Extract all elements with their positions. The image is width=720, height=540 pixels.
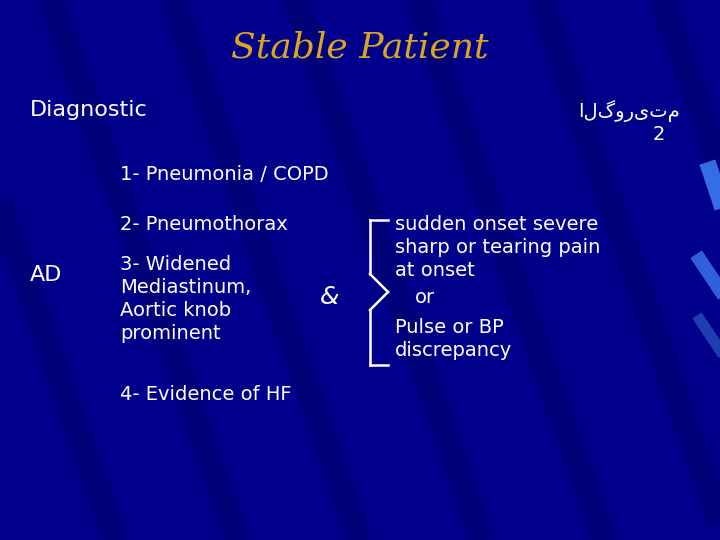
Text: 3- Widened: 3- Widened [120,255,231,274]
Text: sharp or tearing pain: sharp or tearing pain [395,238,600,257]
Text: Diagnostic: Diagnostic [30,100,148,120]
Text: Pulse or BP: Pulse or BP [395,318,504,337]
Text: &: & [320,285,340,309]
Text: 2: 2 [652,125,665,144]
Text: sudden onset severe: sudden onset severe [395,215,598,234]
Text: الگوریتم: الگوریتم [578,100,680,122]
Text: prominent: prominent [120,324,220,343]
Text: Aortic knob: Aortic knob [120,301,231,320]
Text: Stable Patient: Stable Patient [231,30,489,64]
Text: 1- Pneumonia / COPD: 1- Pneumonia / COPD [120,165,328,184]
Text: AD: AD [30,265,63,285]
Text: discrepancy: discrepancy [395,341,512,360]
Text: Mediastinum,: Mediastinum, [120,278,251,297]
Text: 4- Evidence of HF: 4- Evidence of HF [120,385,292,404]
Text: 2- Pneumothorax: 2- Pneumothorax [120,215,288,234]
Text: at onset: at onset [395,261,474,280]
Text: or: or [415,288,435,307]
